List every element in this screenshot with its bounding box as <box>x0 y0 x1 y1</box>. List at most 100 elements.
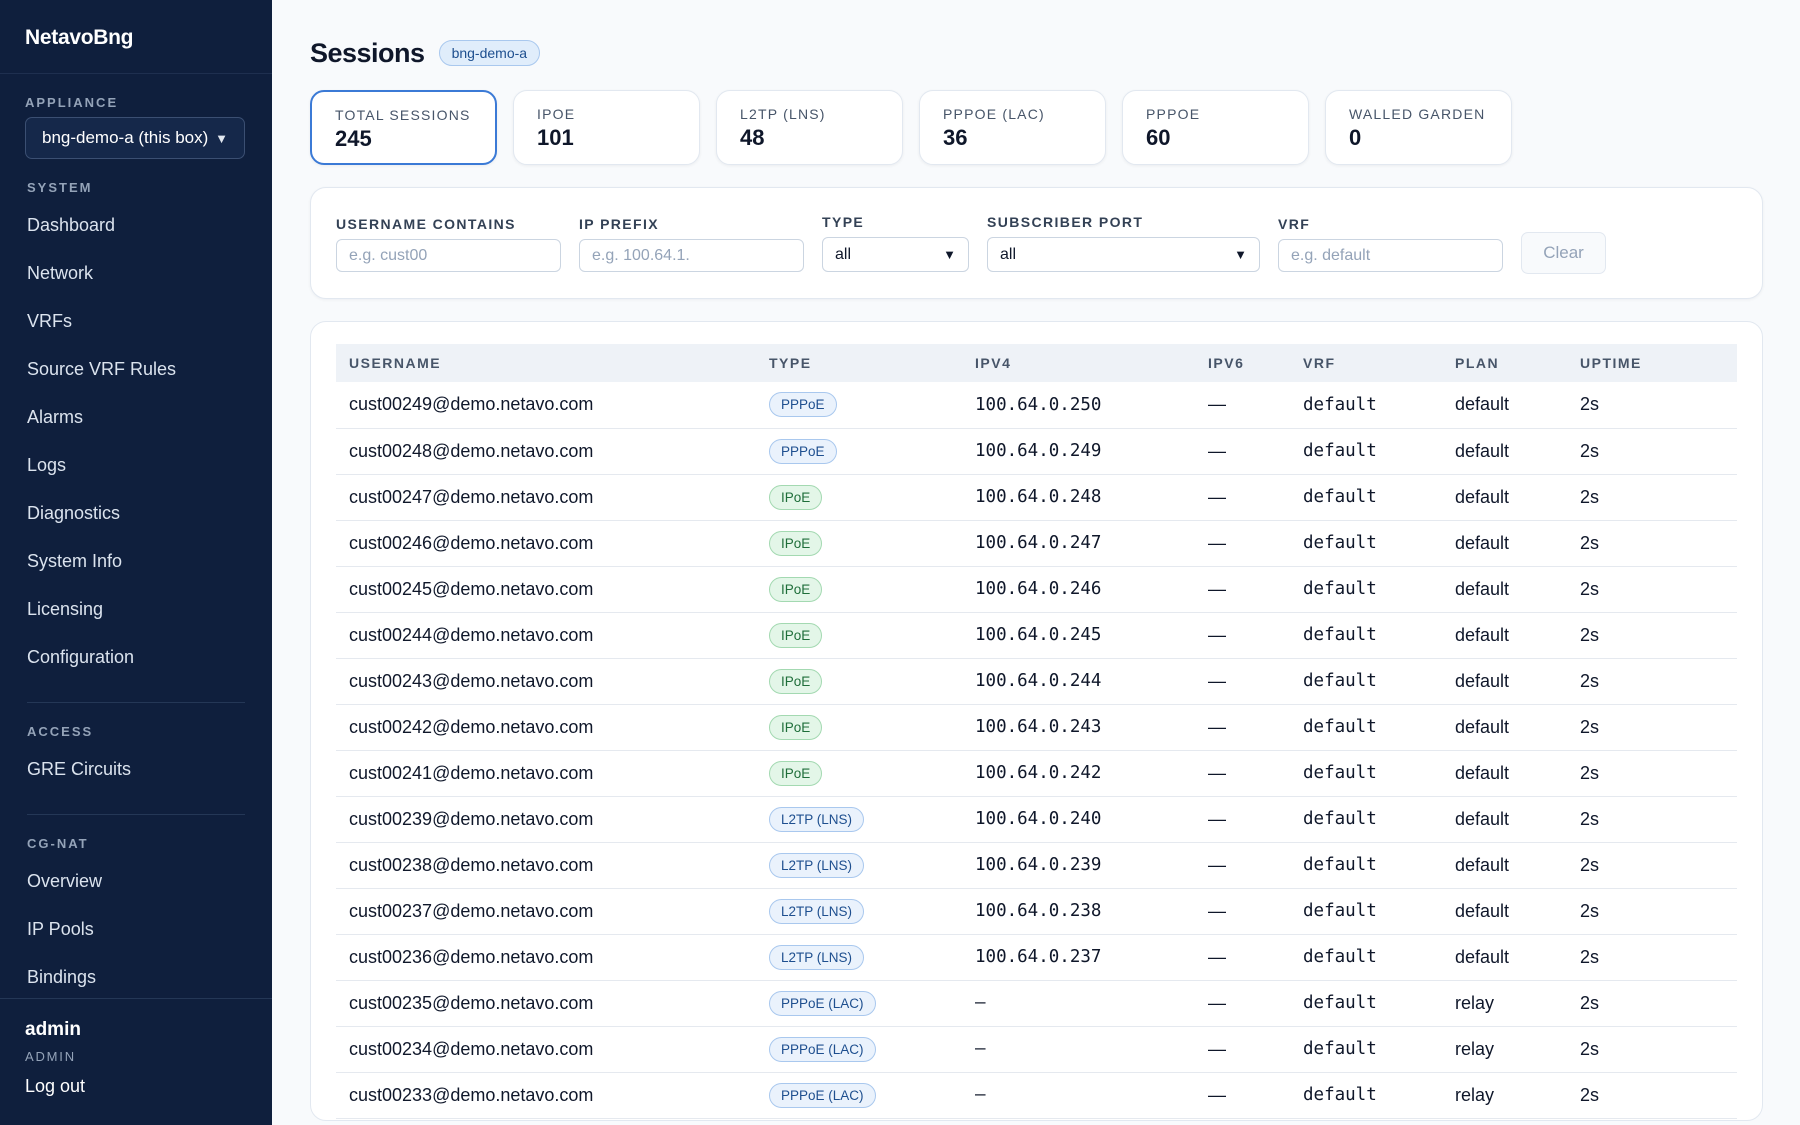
sidebar-item-gre-circuits[interactable]: GRE Circuits <box>27 758 132 779</box>
cell-vrf: default <box>1290 750 1442 797</box>
sidebar-item-system-info[interactable]: System Info <box>27 550 123 571</box>
cell-vrf: default <box>1290 382 1442 429</box>
table-row[interactable]: cust00237@demo.netavo.com L2TP (LNS) 100.6… <box>336 888 1737 935</box>
subscriber-port-select[interactable]: all ▼ <box>987 237 1260 272</box>
type-select[interactable]: all ▼ <box>822 237 969 272</box>
cell-username: cust00243@demo.netavo.com <box>336 658 756 705</box>
sidebar-item-ip-pools[interactable]: IP Pools <box>27 918 94 939</box>
cell-plan: default <box>1442 520 1567 567</box>
cell-ipv4: — <box>962 1072 1195 1119</box>
table-row[interactable]: cust00234@demo.netavo.com PPPoE (LAC) — — de… <box>336 1026 1737 1073</box>
sidebar-item-source-vrf-rules[interactable]: Source VRF Rules <box>27 358 177 379</box>
vrf-input[interactable]: e.g. default <box>1278 239 1503 272</box>
appliance-select[interactable]: bng-demo-a (this box) ▼ <box>25 117 245 159</box>
table-row[interactable]: cust00241@demo.netavo.com IPoE 100.64.0.24… <box>336 750 1737 797</box>
table-row[interactable]: cust00239@demo.netavo.com L2TP (LNS) 100.6… <box>336 796 1737 843</box>
cell-ipv4: 100.64.0.244 <box>962 658 1195 705</box>
sessions-table: USERNAME TYPE IPV4 IPV6 VRF PLAN UPTIME … <box>336 344 1737 1119</box>
cell-ipv6: — <box>1195 750 1290 797</box>
table-row[interactable]: cust00243@demo.netavo.com IPoE 100.64.0.24… <box>336 658 1737 705</box>
cell-plan: default <box>1442 750 1567 797</box>
type-badge: L2TP (LNS) <box>769 852 865 878</box>
cell-username: cust00233@demo.netavo.com <box>336 1072 756 1119</box>
column-header-username[interactable]: USERNAME <box>349 355 442 371</box>
table-row[interactable]: cust00249@demo.netavo.com PPPoE 100.64.0.2… <box>336 382 1737 429</box>
stat-label: WALLED GARDEN <box>1349 106 1486 122</box>
cell-uptime: 2s <box>1567 980 1737 1027</box>
table-row[interactable]: cust00247@demo.netavo.com IPoE 100.64.0.24… <box>336 474 1737 521</box>
sidebar-item-vrfs[interactable]: VRFs <box>27 310 72 331</box>
table-row[interactable]: cust00236@demo.netavo.com L2TP (LNS) 100.6… <box>336 934 1737 981</box>
cell-type: PPPoE (LAC) <box>756 1072 962 1119</box>
cell-username: cust00248@demo.netavo.com <box>336 428 756 475</box>
sidebar-item-alarms[interactable]: Alarms <box>27 406 84 427</box>
sidebar-item-logs[interactable]: Logs <box>27 454 67 475</box>
table-row[interactable]: cust00233@demo.netavo.com PPPoE (LAC) — — de… <box>336 1072 1737 1119</box>
section-label-cg-nat: CG-NAT <box>27 836 89 851</box>
sidebar-item-dashboard[interactable]: Dashboard <box>27 214 116 235</box>
column-header-type[interactable]: TYPE <box>769 355 812 371</box>
cell-plan: relay <box>1442 980 1567 1027</box>
table-row[interactable]: cust00248@demo.netavo.com PPPoE 100.64.0.2… <box>336 428 1737 475</box>
table-row[interactable]: cust00246@demo.netavo.com IPoE 100.64.0.24… <box>336 520 1737 567</box>
stat-card-pppoe[interactable]: PPPOE 60 <box>1122 90 1309 165</box>
subscriber-port-select-value: all <box>1000 245 1017 263</box>
nav-divider <box>27 702 245 703</box>
table-body: cust00249@demo.netavo.com PPPoE 100.64.0.2… <box>336 382 1737 1119</box>
cell-username: cust00236@demo.netavo.com <box>336 934 756 981</box>
cell-vrf: default <box>1290 520 1442 567</box>
table-row[interactable]: cust00238@demo.netavo.com L2TP (LNS) 100.6… <box>336 842 1737 889</box>
stat-card-pppoe-lac[interactable]: PPPOE (LAC) 36 <box>919 90 1106 165</box>
sidebar-item-diagnostics[interactable]: Diagnostics <box>27 502 121 523</box>
ip-prefix-input[interactable]: e.g. 100.64.1. <box>579 239 804 272</box>
cell-type: PPPoE (LAC) <box>756 980 962 1027</box>
cell-plan: default <box>1442 704 1567 751</box>
table-row[interactable]: cust00245@demo.netavo.com IPoE 100.64.0.24… <box>336 566 1737 613</box>
stat-card-ipoe[interactable]: IPOE 101 <box>513 90 700 165</box>
type-badge: PPPoE (LAC) <box>769 1082 876 1108</box>
clear-button[interactable]: Clear <box>1521 232 1606 274</box>
username-input[interactable]: e.g. cust00 <box>336 239 561 272</box>
cell-vrf: default <box>1290 658 1442 705</box>
cell-username: cust00242@demo.netavo.com <box>336 704 756 751</box>
cell-vrf: default <box>1290 934 1442 981</box>
stat-label: PPPOE (LAC) <box>943 106 1045 122</box>
cell-ipv4: 100.64.0.242 <box>962 750 1195 797</box>
cell-uptime: 2s <box>1567 474 1737 521</box>
cell-ipv6: — <box>1195 658 1290 705</box>
logout-link[interactable]: Log out <box>25 1076 86 1096</box>
system-nav-list: Dashboard Network VRFs Source VRF Rules … <box>27 201 245 681</box>
table-row[interactable]: cust00242@demo.netavo.com IPoE 100.64.0.24… <box>336 704 1737 751</box>
column-header-plan[interactable]: PLAN <box>1455 355 1500 371</box>
stat-card-l2tp-lns[interactable]: L2TP (LNS) 48 <box>716 90 903 165</box>
chevron-down-icon: ▼ <box>215 130 228 146</box>
table-row[interactable]: cust00235@demo.netavo.com PPPoE (LAC) — — de… <box>336 980 1737 1027</box>
cell-ipv6: — <box>1195 1072 1290 1119</box>
type-badge: IPoE <box>769 714 823 740</box>
filter-bar: USERNAME CONTAINS e.g. cust00 IP PREFIX … <box>310 187 1763 299</box>
cell-ipv4: 100.64.0.240 <box>962 796 1195 843</box>
sidebar-item-network[interactable]: Network <box>27 262 94 283</box>
sidebar-item-configuration[interactable]: Configuration <box>27 646 135 667</box>
user-role: ADMIN <box>25 1049 76 1064</box>
cell-uptime: 2s <box>1567 1072 1737 1119</box>
stat-label: TOTAL SESSIONS <box>335 107 471 123</box>
sidebar-item-licensing[interactable]: Licensing <box>27 598 104 619</box>
cell-ipv6: — <box>1195 888 1290 935</box>
cell-plan: default <box>1442 796 1567 843</box>
cell-username: cust00234@demo.netavo.com <box>336 1026 756 1073</box>
column-header-ipv4[interactable]: IPV4 <box>975 355 1012 371</box>
stat-label: L2TP (LNS) <box>740 106 826 122</box>
sidebar-item-bindings[interactable]: Bindings <box>27 966 97 987</box>
sidebar-item-overview[interactable]: Overview <box>27 870 103 891</box>
table-row[interactable]: cust00244@demo.netavo.com IPoE 100.64.0.24… <box>336 612 1737 659</box>
stat-card-walled-garden[interactable]: WALLED GARDEN 0 <box>1325 90 1512 165</box>
stat-card-total-sessions[interactable]: TOTAL SESSIONS 245 <box>310 90 497 165</box>
type-badge: IPoE <box>769 576 823 602</box>
cell-plan: default <box>1442 612 1567 659</box>
column-header-uptime[interactable]: UPTIME <box>1580 355 1642 371</box>
column-header-vrf[interactable]: VRF <box>1303 355 1336 371</box>
column-header-ipv6[interactable]: IPV6 <box>1208 355 1245 371</box>
type-select-value: all <box>835 245 852 263</box>
filter-username: USERNAME CONTAINS e.g. cust00 <box>336 214 561 272</box>
